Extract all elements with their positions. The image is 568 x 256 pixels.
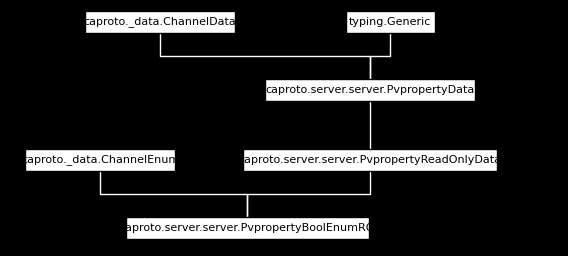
FancyBboxPatch shape xyxy=(85,11,235,33)
Text: caproto.server.server.PvpropertyBoolEnumRO: caproto.server.server.PvpropertyBoolEnum… xyxy=(119,223,375,233)
Text: typing.Generic: typing.Generic xyxy=(349,17,431,27)
Text: caproto.server.server.PvpropertyReadOnlyData: caproto.server.server.PvpropertyReadOnly… xyxy=(239,155,502,165)
FancyBboxPatch shape xyxy=(25,149,175,171)
FancyBboxPatch shape xyxy=(243,149,497,171)
Text: caproto._data.ChannelData: caproto._data.ChannelData xyxy=(83,17,236,27)
Text: caproto._data.ChannelEnum: caproto._data.ChannelEnum xyxy=(21,155,179,165)
FancyBboxPatch shape xyxy=(345,11,435,33)
FancyBboxPatch shape xyxy=(126,217,369,239)
FancyBboxPatch shape xyxy=(265,79,475,101)
Text: caproto.server.server.PvpropertyData: caproto.server.server.PvpropertyData xyxy=(265,85,475,95)
